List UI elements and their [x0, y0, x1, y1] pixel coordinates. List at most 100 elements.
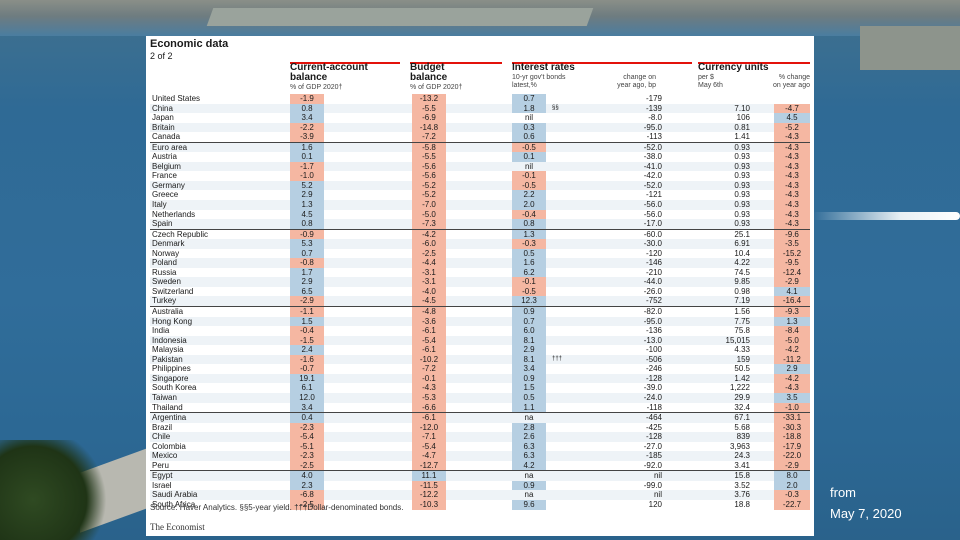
- budget-balance-value: -5.2: [412, 180, 446, 191]
- economic-data-table-panel: Economic data 2 of 2 Current-account bal…: [146, 36, 814, 536]
- currency-change-value: -4.3: [774, 152, 810, 162]
- interest-rate-value: 1.3: [512, 229, 546, 240]
- rate-change-value: -185: [645, 451, 662, 461]
- group-sub-currency: per $ May 6th: [698, 74, 723, 89]
- budget-balance-value: -3.1: [412, 277, 446, 287]
- currency-change-value: 2.9: [774, 364, 810, 374]
- rate-change-value: -752: [645, 296, 662, 306]
- budget-balance-value: -3.6: [412, 316, 446, 327]
- country-name: Greece: [152, 190, 179, 200]
- group-rule: [698, 62, 810, 64]
- interest-rate-value: 0.9: [512, 480, 546, 491]
- country-name: Russia: [152, 267, 177, 277]
- currency-change-value: 1.3: [774, 316, 810, 327]
- currency-change-value: -18.8: [774, 432, 810, 442]
- interest-rate-value: 6.3: [512, 441, 546, 452]
- country-name: Brazil: [152, 422, 173, 432]
- interest-rate-value: na: [524, 490, 534, 500]
- currency-change-value: 2.0: [774, 480, 810, 491]
- country-name: Philippines: [152, 364, 191, 374]
- rate-change-value: -139: [645, 103, 662, 113]
- currency-per-dollar-value: 3.41: [734, 460, 750, 470]
- rate-change-value: -39.0: [643, 383, 662, 393]
- budget-balance-value: -5.6: [412, 171, 446, 181]
- budget-balance-value: -6.1: [412, 326, 446, 336]
- table-footnote: Source: Haver Analytics. §§5-year yield.…: [150, 503, 404, 512]
- rate-change-value: -425: [645, 422, 662, 432]
- currency-change-value: 4.1: [774, 286, 810, 297]
- group-rule: [410, 62, 502, 64]
- currency-change-value: -4.3: [774, 190, 810, 201]
- table-row: Britain -2.2 -14.8 0.3 -95.0 0.81 -5.2: [150, 122, 810, 133]
- country-name: Czech Republic: [152, 229, 209, 239]
- currency-change-value: -8.4: [774, 326, 810, 336]
- table-row: France -1.0 -5.6 -0.1 -42.0 0.93 -4.3: [150, 171, 810, 181]
- currency-per-dollar-value: 10.4: [734, 248, 750, 258]
- currency-per-dollar-value: 18.8: [734, 499, 750, 509]
- current-account-value: -0.7: [290, 364, 324, 374]
- current-account-value: -5.4: [290, 432, 324, 442]
- group-sub-budget: % of GDP 2020†: [410, 84, 463, 91]
- interest-rate-value: na: [524, 471, 534, 481]
- interest-rate-value: -0.5: [512, 286, 546, 297]
- budget-balance-value: -5.5: [412, 152, 446, 162]
- budget-balance-value: -4.2: [412, 229, 446, 240]
- table-row: Indonesia -1.5 -5.4 8.1 -13.0 15,015 -5.0: [150, 335, 810, 346]
- current-account-value: -1.5: [290, 335, 324, 346]
- current-account-value: -1.1: [290, 307, 324, 317]
- currency-per-dollar-value: 3,963: [729, 441, 750, 451]
- table-row: Poland -0.8 -4.4 1.6 -146 4.22 -9.5: [150, 258, 810, 268]
- interest-rate-value: 0.5: [512, 248, 546, 259]
- budget-balance-value: 11.1: [412, 471, 446, 481]
- country-name: Malaysia: [152, 345, 184, 355]
- currency-per-dollar-value: 839: [736, 432, 750, 442]
- country-name: Thailand: [152, 402, 183, 412]
- currency-per-dollar-value: 1.42: [734, 373, 750, 383]
- country-name: Colombia: [152, 441, 186, 451]
- currency-per-dollar-value: 0.93: [734, 190, 750, 200]
- interest-rate-value: 8.1: [512, 335, 546, 346]
- currency-change-value: -4.7: [774, 103, 810, 114]
- rate-change-value: -13.0: [643, 335, 662, 345]
- currency-change-value: -5.2: [774, 122, 810, 133]
- budget-balance-value: -6.1: [412, 413, 446, 423]
- currency-per-dollar-value: 15,015: [725, 335, 750, 345]
- currency-per-dollar-value: 0.93: [734, 152, 750, 162]
- budget-balance-value: -6.1: [412, 345, 446, 355]
- budget-balance-value: -5.8: [412, 142, 446, 153]
- current-account-value: -1.7: [290, 161, 324, 172]
- currency-per-dollar-value: 50.5: [734, 364, 750, 374]
- country-name: Switzerland: [152, 286, 194, 296]
- currency-per-dollar-value: 0.93: [734, 180, 750, 190]
- current-account-value: -2.3: [290, 422, 324, 433]
- country-name: Poland: [152, 258, 177, 268]
- country-name: Netherlands: [152, 209, 196, 219]
- country-name: Hong Kong: [152, 316, 193, 326]
- current-account-value: -1.9: [290, 94, 324, 104]
- currency-per-dollar-value: 106: [736, 113, 750, 123]
- current-account-value: 0.8: [290, 103, 324, 114]
- currency-change-value: 4.5: [774, 113, 810, 123]
- country-name: Sweden: [152, 277, 181, 287]
- currency-per-dollar-value: 159: [736, 354, 750, 364]
- interest-rate-value: 1.5: [512, 383, 546, 393]
- rate-change-value: -136: [645, 326, 662, 336]
- interest-rate-value: 2.9: [512, 345, 546, 355]
- table-row: Taiwan 12.0 -5.3 0.5 -24.0 29.9 3.5: [150, 392, 810, 403]
- currency-per-dollar-value: 24.3: [734, 451, 750, 461]
- budget-balance-value: -4.8: [412, 307, 446, 317]
- rate-change-value: -92.0: [643, 460, 662, 470]
- country-name: Japan: [152, 113, 174, 123]
- interest-rate-value: 0.7: [512, 316, 546, 327]
- country-name: Spain: [152, 219, 173, 229]
- rate-change-value: -246: [645, 364, 662, 374]
- current-account-value: 5.3: [290, 239, 324, 249]
- country-name: South Africa: [152, 499, 196, 509]
- interest-footnote-mark: §§: [552, 104, 559, 111]
- interest-rate-value: 6.2: [512, 267, 546, 278]
- panel-title: Economic data: [150, 38, 229, 50]
- budget-balance-value: -7.2: [412, 132, 446, 142]
- currency-change-value: -9.5: [774, 258, 810, 268]
- currency-change-value: -4.3: [774, 132, 810, 142]
- budget-balance-value: -5.0: [412, 209, 446, 220]
